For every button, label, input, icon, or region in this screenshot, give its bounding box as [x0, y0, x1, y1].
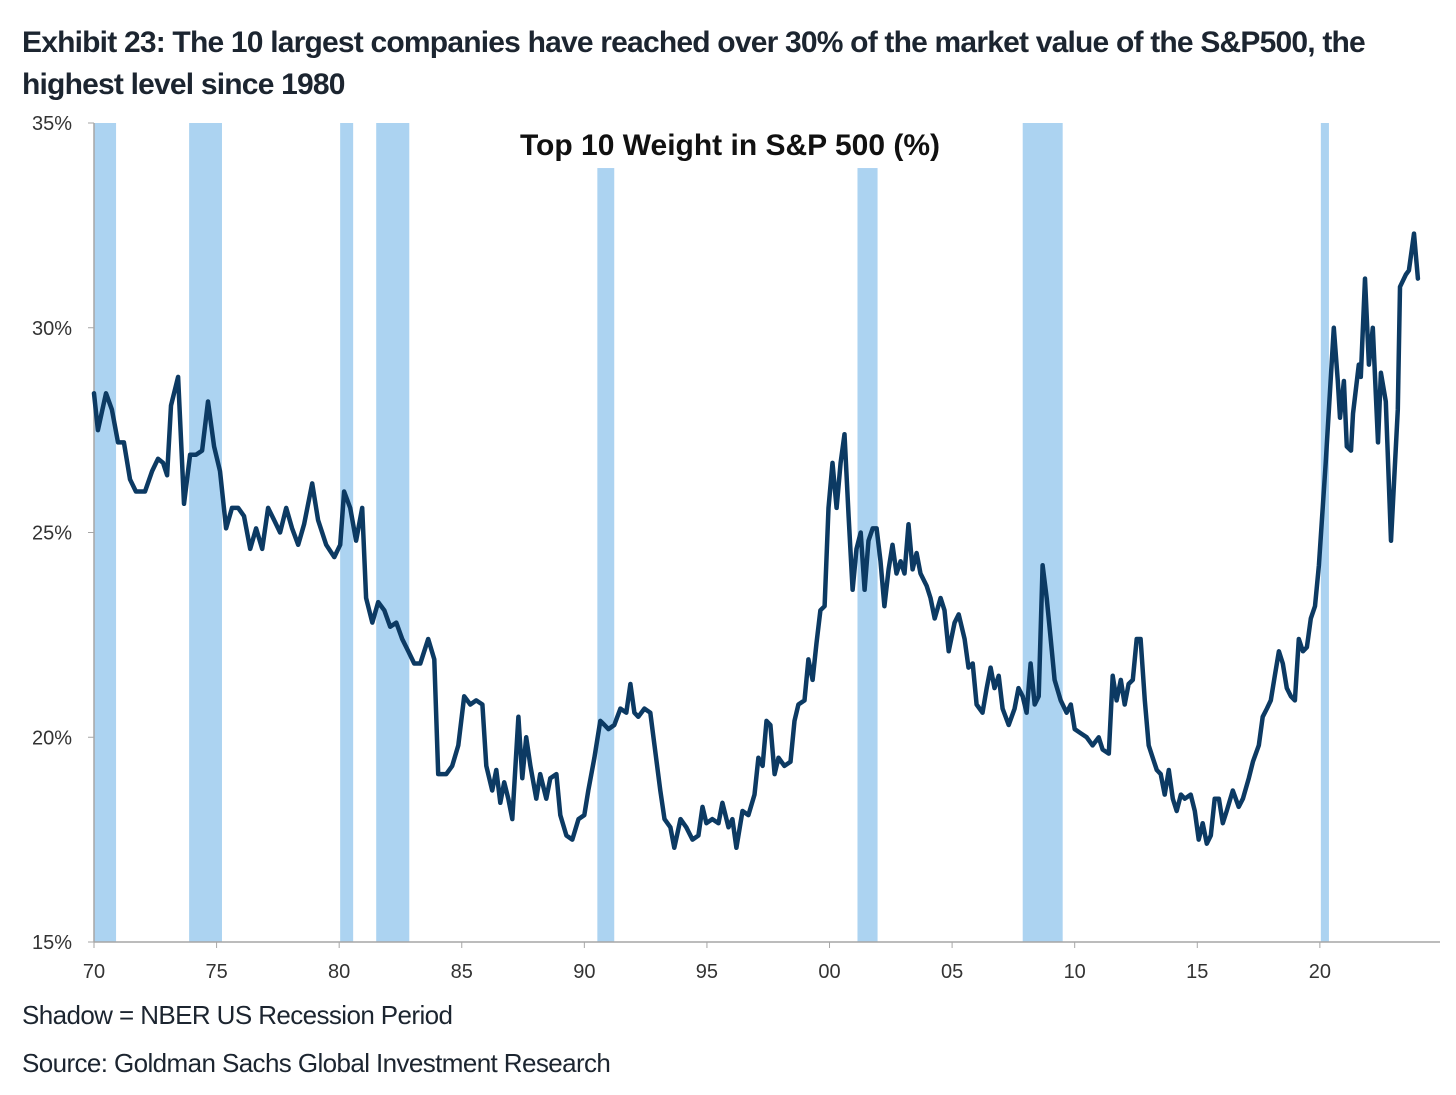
- chart-title: Top 10 Weight in S&P 500 (%): [520, 129, 940, 162]
- recession-band: [189, 123, 222, 942]
- series: [91, 231, 1421, 851]
- recession-band: [1022, 123, 1063, 942]
- y-tick-label: 25%: [32, 523, 72, 545]
- y-tick-label: 15%: [32, 932, 72, 954]
- recession-band: [340, 123, 354, 942]
- x-tick-label: 95: [696, 961, 718, 983]
- recession-band: [1320, 123, 1329, 942]
- y-tick-label: 35%: [32, 113, 72, 135]
- recession-band: [94, 123, 117, 942]
- recession-shading-note: Shadow = NBER US Recession Period: [22, 1000, 453, 1030]
- x-tick-label: 70: [83, 961, 105, 983]
- x-tick-label: 20: [1309, 961, 1331, 983]
- recession-band: [376, 123, 410, 942]
- axes: [88, 122, 1440, 948]
- x-tick-label: 80: [328, 961, 350, 983]
- exhibit-title: Exhibit 23: The 10 largest companies hav…: [22, 26, 1366, 101]
- recession-bands: [94, 123, 1329, 943]
- x-tick-label: 00: [818, 961, 840, 983]
- x-tick-label: 05: [941, 961, 963, 983]
- x-tick-label: 75: [205, 961, 227, 983]
- y-tick-label: 20%: [32, 727, 72, 749]
- tick-labels: 15% 20% 25% 30% 35% 70 75 80 85 90 95 00 05 10 15 20: [32, 113, 1331, 983]
- recession-band: [597, 168, 615, 943]
- x-tick-label: 90: [573, 961, 595, 983]
- y-tick-label: 30%: [32, 318, 72, 340]
- series-line-top10-weight: [91, 231, 1421, 851]
- x-tick-label: 15: [1186, 961, 1208, 983]
- source-note: Source: Goldman Sachs Global Investment …: [22, 1048, 611, 1078]
- x-tick-label: 85: [451, 961, 473, 983]
- x-tick-label: 10: [1064, 961, 1086, 983]
